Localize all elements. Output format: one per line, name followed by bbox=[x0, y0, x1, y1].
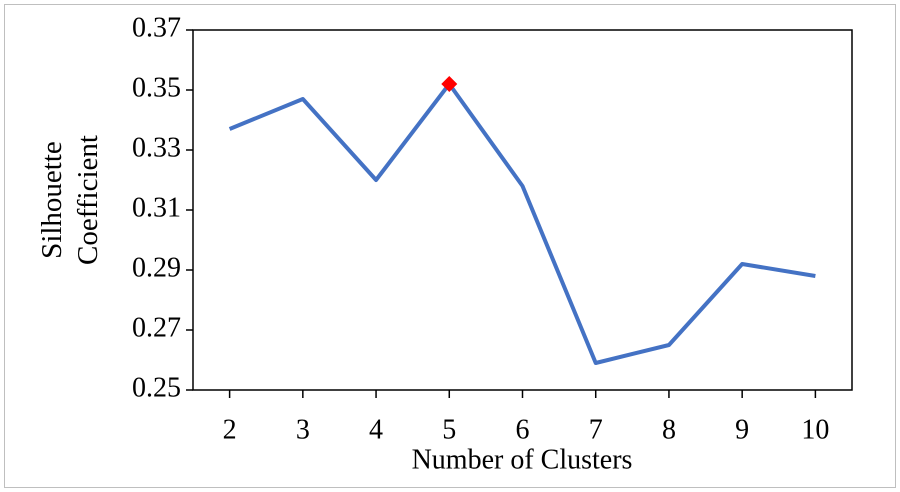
x-tick-label: 9 bbox=[735, 414, 749, 445]
highlight-marker bbox=[441, 76, 458, 92]
y-tick-label: 0.27 bbox=[132, 312, 181, 343]
x-tick-label: 10 bbox=[801, 414, 829, 445]
y-tick-label: 0.31 bbox=[132, 192, 181, 223]
x-tick-label: 3 bbox=[296, 414, 310, 445]
y-tick-label: 0.37 bbox=[132, 12, 181, 43]
y-axis-label: Silhouette Coefficient bbox=[36, 135, 104, 265]
plot-frame bbox=[192, 29, 853, 391]
x-tick-label: 2 bbox=[223, 414, 237, 445]
y-tick-label: 0.35 bbox=[132, 72, 181, 103]
x-tick-label: 6 bbox=[516, 414, 530, 445]
chart-border bbox=[4, 4, 896, 488]
x-tick-label: 8 bbox=[662, 414, 676, 445]
x-tick-label: 4 bbox=[369, 414, 383, 445]
y-tick-label: 0.25 bbox=[132, 372, 181, 403]
x-tick-label: 7 bbox=[589, 414, 603, 445]
x-tick-label: 5 bbox=[442, 414, 456, 445]
data-line bbox=[228, 82, 816, 365]
y-tick-label: 0.33 bbox=[132, 132, 181, 163]
x-axis-label: Number of Clusters bbox=[412, 444, 633, 475]
y-tick-label: 0.29 bbox=[132, 252, 181, 283]
